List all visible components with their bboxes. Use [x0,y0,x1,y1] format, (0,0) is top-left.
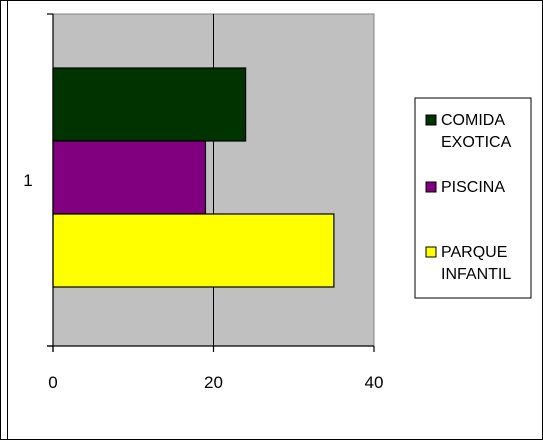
bar-parque-infantil [52,213,335,288]
legend-label: EXOTICA [441,134,512,151]
legend-swatch [425,181,437,193]
legend-swatch [425,246,437,258]
x-ticks: 0 20 40 [48,346,383,392]
legend-label: COMIDA [441,112,505,129]
legend-label: PARQUE [441,244,507,261]
legend-label: PISCINA [441,179,505,196]
legend-swatch [425,114,437,126]
legend-items: COMIDA EXOTICA PISCINA PARQUE INFANTIL [425,112,512,283]
x-tick-label: 0 [48,373,57,392]
bar-comida-exotica [52,67,247,142]
axes [47,13,374,352]
legend-box [414,97,532,299]
x-tick-label: 20 [204,373,223,392]
legend-label: INFANTIL [441,266,511,283]
bars [52,67,335,288]
y-ticks: 1 [23,171,32,190]
plot-area: 0 20 40 1 [23,13,383,392]
bar-piscina [52,140,207,215]
legend: COMIDA EXOTICA PISCINA PARQUE INFANTIL [414,97,532,299]
x-tick-label: 40 [365,373,384,392]
y-category-label: 1 [23,171,32,190]
